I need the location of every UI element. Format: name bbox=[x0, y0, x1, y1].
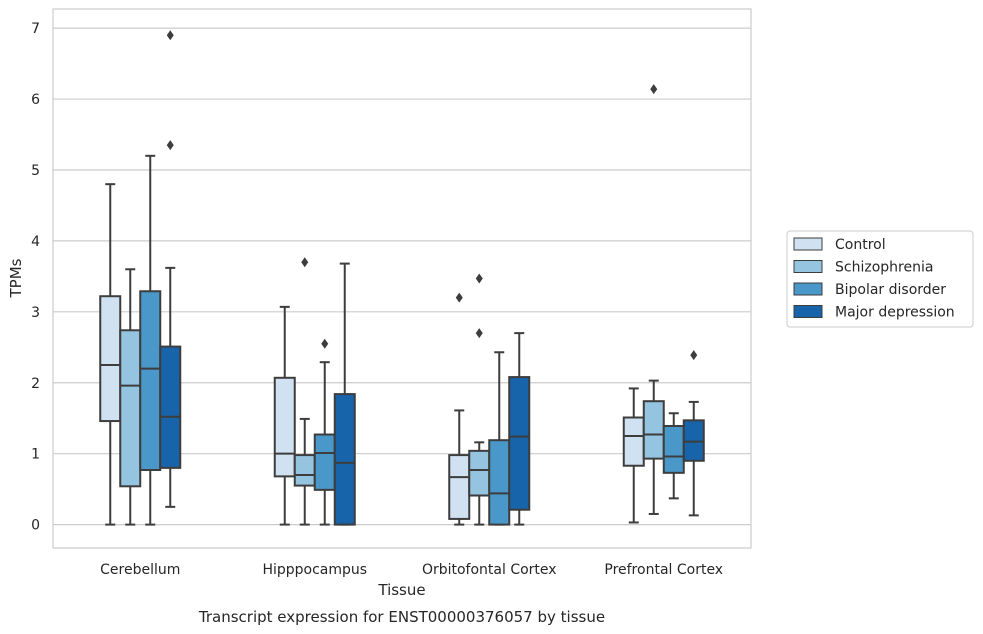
outlier-point bbox=[475, 273, 483, 284]
legend-label: Major depression bbox=[835, 305, 955, 321]
box-iqr bbox=[293, 454, 316, 487]
box-bipolar-disorder bbox=[139, 154, 162, 526]
box-iqr bbox=[642, 400, 665, 460]
box-iqr bbox=[468, 449, 491, 497]
outlier-point bbox=[475, 328, 483, 339]
legend-swatch bbox=[793, 305, 823, 318]
box-iqr bbox=[508, 376, 531, 511]
chart-caption: Transcript expression for ENST0000037605… bbox=[198, 608, 605, 626]
box-iqr bbox=[333, 393, 356, 526]
x-axis-title: Tissue bbox=[377, 581, 425, 599]
y-axis-title: TPMs bbox=[7, 258, 25, 298]
box-bipolar-disorder bbox=[313, 338, 336, 526]
box-control bbox=[273, 305, 296, 526]
legend-label: Schizophrenia bbox=[835, 260, 933, 276]
x-tick-label: Hipppocampus bbox=[262, 562, 367, 578]
y-tick-label-3: 3 bbox=[31, 305, 40, 321]
y-tick-label-7: 7 bbox=[31, 21, 40, 37]
y-tick-label-5: 5 bbox=[31, 163, 40, 179]
box-major-depression bbox=[682, 350, 705, 517]
box-control bbox=[99, 183, 122, 526]
box-iqr bbox=[682, 419, 705, 462]
x-tick-label: Orbitofontal Cortex bbox=[422, 562, 557, 578]
outlier-point bbox=[301, 257, 309, 268]
box-major-depression bbox=[159, 30, 182, 508]
box-schizophrenia bbox=[293, 257, 316, 526]
x-tick-labels: Cerebellum Hipppocampus Orbitofontal Corte… bbox=[100, 562, 723, 578]
box-schizophrenia bbox=[119, 268, 142, 526]
x-tick-label: Cerebellum bbox=[100, 562, 180, 578]
box-iqr bbox=[119, 329, 142, 488]
y-tick-label-2: 2 bbox=[31, 376, 40, 392]
y-tick-label-0: 0 bbox=[31, 518, 40, 534]
legend-label: Bipolar disorder bbox=[835, 282, 946, 298]
outlier-point bbox=[166, 30, 174, 41]
y-tick-labels: 0 1 2 3 4 5 6 7 bbox=[31, 21, 40, 533]
box-iqr bbox=[99, 295, 122, 423]
box-series bbox=[99, 30, 705, 526]
y-tick-label-1: 1 bbox=[31, 447, 40, 463]
legend-frame bbox=[786, 230, 974, 328]
y-tick-label-4: 4 bbox=[31, 234, 40, 250]
box-iqr bbox=[273, 376, 296, 478]
legend-swatch bbox=[793, 260, 823, 273]
box-iqr bbox=[662, 425, 685, 474]
outlier-point bbox=[455, 292, 463, 303]
box-iqr bbox=[159, 345, 182, 469]
legend-swatch bbox=[793, 282, 823, 296]
outlier-point bbox=[690, 350, 698, 361]
legend-label: Control bbox=[835, 237, 886, 253]
box-iqr bbox=[139, 290, 162, 471]
outlier-point bbox=[650, 84, 658, 95]
box-major-depression bbox=[508, 332, 531, 526]
legend: Control Schizophrenia Bipolar disorder Majo… bbox=[786, 230, 974, 328]
box-control bbox=[448, 292, 471, 526]
box-bipolar-disorder bbox=[662, 412, 685, 500]
x-tick-label: Prefrontal Cortex bbox=[604, 562, 723, 578]
y-tick-label-6: 6 bbox=[31, 92, 40, 108]
plot-frame bbox=[52, 8, 752, 549]
box-iqr bbox=[488, 439, 511, 526]
box-schizophrenia bbox=[468, 273, 491, 526]
box-iqr bbox=[313, 433, 336, 491]
box-major-depression bbox=[333, 262, 356, 526]
legend-swatch bbox=[793, 237, 823, 251]
box-iqr bbox=[622, 416, 645, 467]
outlier-point bbox=[166, 140, 174, 151]
box-iqr bbox=[448, 454, 471, 520]
outlier-point bbox=[321, 338, 329, 349]
